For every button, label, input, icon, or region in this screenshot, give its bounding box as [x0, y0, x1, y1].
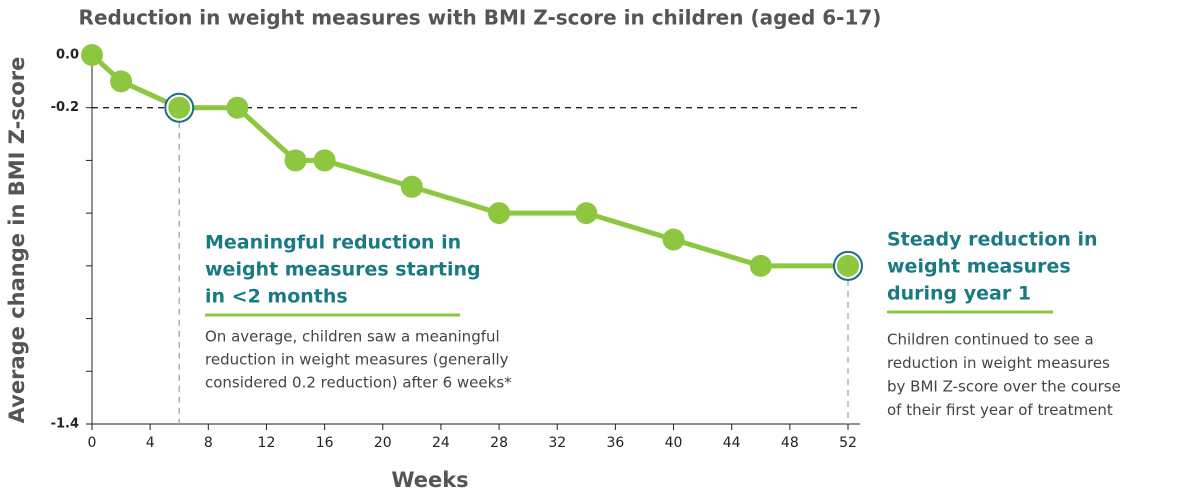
data-point [226, 96, 249, 119]
x-tick-label: 36 [606, 435, 624, 451]
data-point [168, 96, 191, 119]
x-tick-label: 48 [781, 435, 799, 451]
data-point [488, 202, 511, 225]
data-point [400, 175, 423, 198]
x-axis-label: Weeks [391, 468, 468, 492]
x-tick-label: 24 [432, 435, 450, 451]
annotation-title: weight measures [887, 256, 1071, 278]
x-tick-label: 32 [548, 435, 566, 451]
data-point [284, 149, 307, 172]
x-tick-label: 28 [490, 435, 508, 451]
annotation-title: in <2 months [205, 286, 348, 308]
annotation-title: during year 1 [887, 283, 1031, 305]
annotation-body: considered 0.2 reduction) after 6 weeks* [205, 374, 512, 392]
x-tick-label: 44 [723, 435, 741, 451]
chart-title: Reduction in weight measures with BMI Z-… [79, 6, 882, 30]
annotation-body: by BMI Z-score over the course [887, 378, 1121, 396]
data-point [110, 70, 133, 93]
x-tick-label: 4 [146, 435, 155, 451]
y-tick-label: -0.2 [51, 100, 79, 115]
y-tick-label: -1.4 [51, 417, 79, 432]
x-tick-label: 8 [204, 435, 213, 451]
x-tick-label: 52 [839, 435, 857, 451]
annotation-title: weight measures starting [205, 259, 481, 281]
data-point [837, 254, 859, 277]
data-point [313, 149, 336, 172]
annotation-body: reduction in weight measures (generally [205, 351, 509, 369]
annotation-title: Steady reduction in [887, 229, 1098, 251]
x-tick-label: 20 [374, 435, 392, 451]
x-tick-label: 40 [665, 435, 683, 451]
annotation-body: of their first year of treatment [887, 401, 1113, 419]
data-point [575, 202, 598, 225]
y-tick-label: 0.0 [56, 48, 79, 63]
x-tick-label: 12 [258, 435, 276, 451]
annotation-body: Children continued to see a [887, 331, 1094, 349]
y-axis-label: Average change in BMI Z-score [5, 57, 29, 424]
annotation-body: reduction in weight measures [887, 354, 1110, 372]
x-tick-label: 16 [316, 435, 334, 451]
annotation-title: Meaningful reduction in [205, 232, 461, 254]
data-point [749, 254, 772, 277]
data-point [662, 228, 685, 251]
x-tick-label: 0 [88, 435, 97, 451]
data-point [81, 44, 103, 66]
annotation-body: On average, children saw a meaningful [205, 328, 500, 346]
